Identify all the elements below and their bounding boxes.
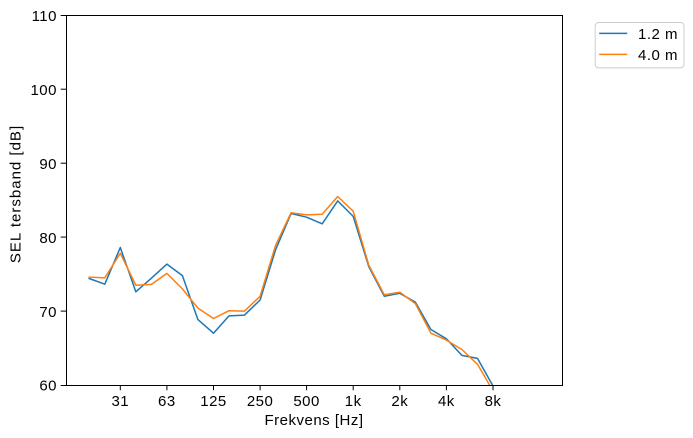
- svg-text:250: 250: [247, 393, 274, 410]
- svg-text:125: 125: [200, 393, 227, 410]
- svg-text:2k: 2k: [391, 393, 408, 410]
- svg-text:90: 90: [39, 156, 57, 173]
- svg-text:63: 63: [158, 393, 176, 410]
- svg-text:60: 60: [39, 378, 57, 395]
- svg-text:80: 80: [39, 230, 57, 247]
- svg-text:4k: 4k: [438, 393, 455, 410]
- svg-text:1k: 1k: [345, 393, 362, 410]
- svg-text:110: 110: [32, 8, 57, 25]
- svg-text:SEL tersband [dB]: SEL tersband [dB]: [7, 125, 24, 263]
- svg-text:8k: 8k: [485, 393, 502, 410]
- svg-text:1.2 m: 1.2 m: [638, 26, 678, 43]
- svg-text:500: 500: [293, 393, 320, 410]
- svg-text:100: 100: [30, 82, 57, 99]
- svg-text:70: 70: [39, 304, 57, 321]
- svg-text:31: 31: [111, 393, 129, 410]
- svg-text:Frekvens [Hz]: Frekvens [Hz]: [264, 412, 363, 429]
- svg-text:4.0 m: 4.0 m: [638, 47, 678, 64]
